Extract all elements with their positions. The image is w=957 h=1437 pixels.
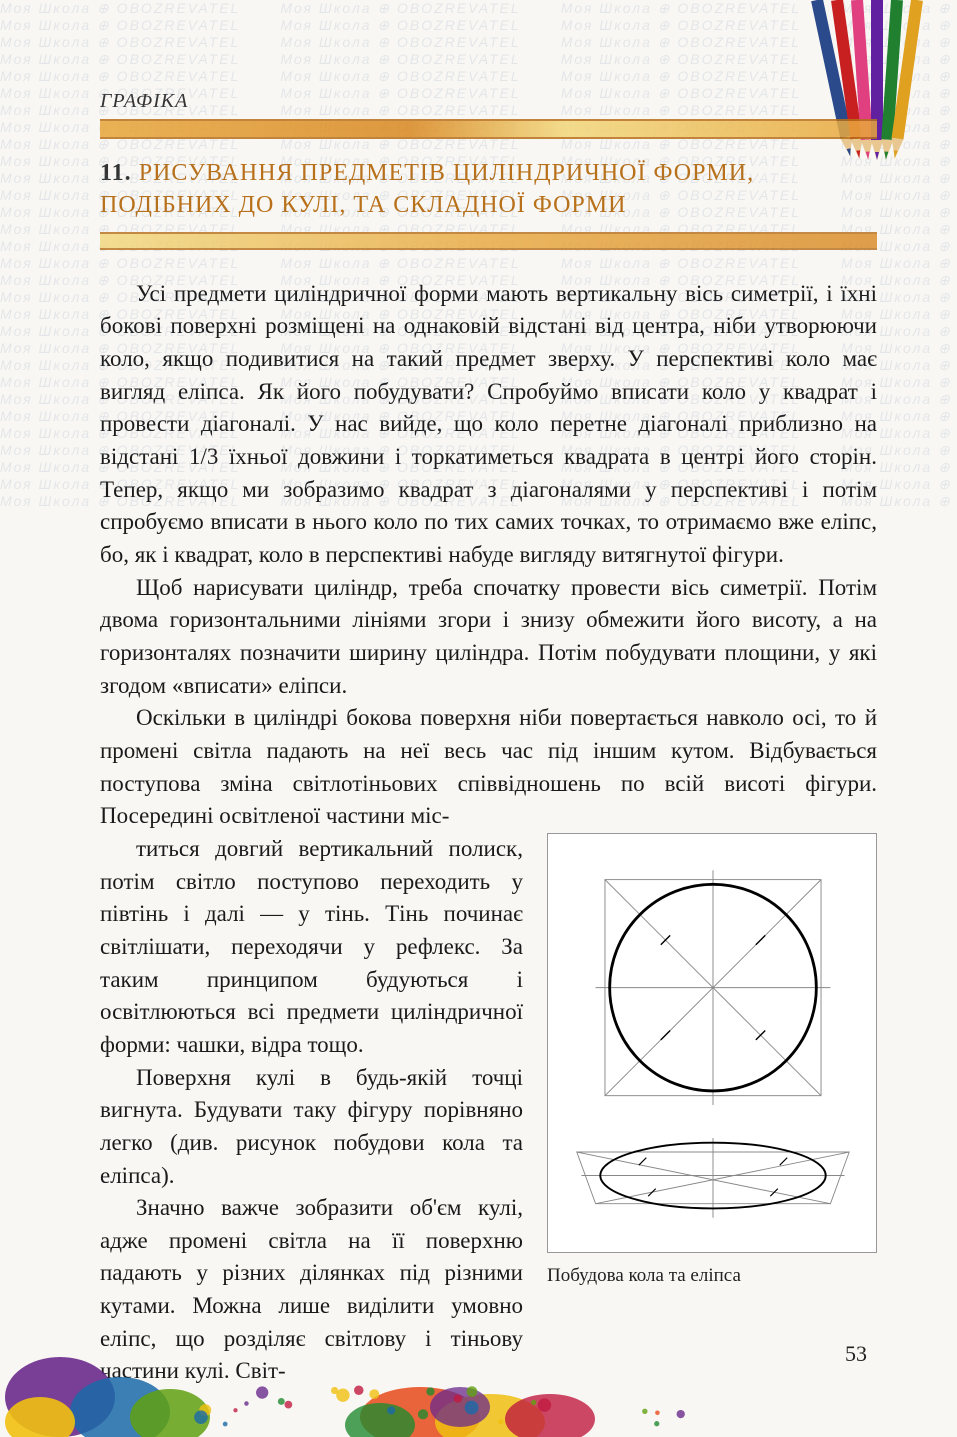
divider-top (100, 119, 877, 139)
paragraph: Щоб нарисувати циліндр, треба спочатку п… (100, 572, 877, 703)
chapter-number: 11. (100, 160, 132, 186)
paragraph: Значно важче зобразити об'єм кулі, адже … (100, 1192, 523, 1388)
textbook-page: Моя Школа ⊕ OBOZREVATELМоя Школа ⊕ OBOZR… (0, 0, 957, 1417)
chapter-title: 11. РИСУВАННЯ ПРЕДМЕТІВ ЦИЛІНДРИЧНОЇ ФОР… (100, 157, 877, 222)
chapter-title-line1: РИСУВАННЯ ПРЕДМЕТІВ ЦИЛІНДРИЧНОЇ ФОРМИ, (139, 160, 754, 186)
divider-bottom (100, 232, 877, 250)
figure-circle-ellipse (547, 833, 877, 1253)
paragraph: Поверхня кулі в будь-якій точці вигнута.… (100, 1062, 523, 1193)
paragraph: Оскільки в циліндрі бокова поверхня ніби… (100, 702, 877, 833)
left-column: титься довгий вертикальний полиск, потім… (100, 833, 523, 1388)
paragraph: титься довгий вертикальний полиск, потім… (100, 833, 523, 1062)
paragraph: Усі предмети циліндричної форми мають ве… (100, 278, 877, 572)
pencils-decoration (787, 0, 957, 180)
chapter-title-line2: ПОДІБНИХ ДО КУЛІ, ТА СКЛАДНОЇ ФОРМИ (100, 192, 626, 218)
body-text: Усі предмети циліндричної форми мають ве… (100, 278, 877, 833)
figure-svg (558, 844, 868, 1244)
two-column-layout: титься довгий вертикальний полиск, потім… (100, 833, 877, 1388)
right-column: Побудова кола та еліпса (547, 833, 877, 1388)
figure-caption: Побудова кола та еліпса (547, 1265, 877, 1287)
page-number: 53 (845, 1341, 867, 1367)
section-label: ГРАФІКА (100, 90, 877, 113)
